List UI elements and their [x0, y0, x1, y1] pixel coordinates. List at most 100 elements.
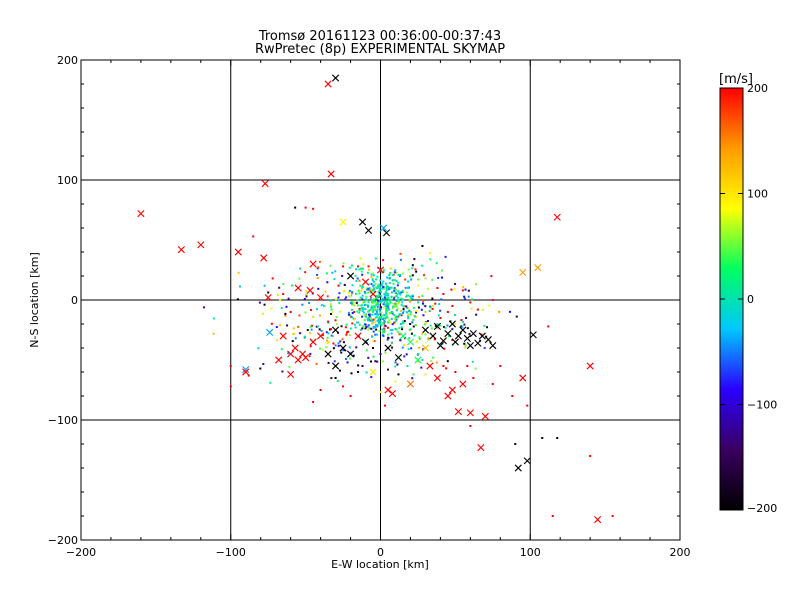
data-point-dot: [380, 301, 383, 304]
data-point-dot: [385, 289, 388, 292]
data-point-dot: [375, 328, 378, 331]
data-point-cross: [279, 332, 287, 340]
data-point-dot: [252, 235, 255, 238]
data-point-dot: [308, 355, 311, 358]
data-point-dot: [389, 267, 392, 270]
data-point-dot: [352, 317, 355, 320]
data-point-dot: [371, 278, 374, 281]
data-point-dot: [372, 280, 375, 283]
colorbar-tick-label: 200: [747, 82, 768, 95]
data-point-dot: [405, 353, 408, 356]
data-point-dot: [431, 356, 434, 359]
data-point-dot: [367, 288, 370, 291]
data-point-cross: [433, 322, 441, 330]
data-point-dot: [358, 311, 361, 314]
data-point-dot: [349, 395, 352, 397]
data-point-dot: [355, 301, 358, 304]
data-point-cross: [309, 338, 317, 346]
data-point-dot: [444, 255, 447, 258]
data-point-dot: [386, 338, 389, 341]
data-point-dot: [393, 278, 396, 281]
colorbar-gradient: [720, 88, 743, 510]
data-point-cross: [369, 290, 377, 298]
data-point-dot: [420, 308, 423, 311]
data-point-dot: [405, 305, 408, 308]
data-point-dot: [401, 328, 404, 331]
data-point-dot: [414, 268, 417, 271]
data-point-cross: [481, 412, 489, 420]
colorbar-tick-label: 100: [747, 188, 768, 201]
data-point-dot: [463, 297, 466, 300]
data-point-dot: [508, 310, 511, 313]
data-point-cross: [294, 284, 302, 292]
x-axis-label: E-W location [km]: [331, 558, 429, 571]
data-point-dot: [317, 266, 320, 269]
data-point-dot: [349, 294, 352, 297]
data-point-dot: [378, 309, 381, 312]
colorbar-tick-label: −100: [747, 399, 777, 412]
data-point-dot: [345, 323, 348, 326]
data-point-dot: [380, 284, 383, 287]
y-tick-label: −100: [48, 414, 78, 427]
data-point-cross: [388, 390, 397, 398]
data-point-dot: [376, 300, 379, 303]
data-point-dot: [337, 299, 340, 302]
data-point-dot: [461, 289, 464, 292]
data-point-cross: [361, 338, 370, 346]
data-point-dot: [325, 331, 328, 334]
data-point-cross: [523, 457, 531, 465]
data-point-dot: [373, 339, 376, 342]
data-point-cross: [331, 326, 340, 334]
data-point-dot: [345, 296, 348, 299]
data-point-dot: [393, 296, 396, 299]
data-point-dot: [422, 302, 425, 305]
data-point-dot: [463, 295, 466, 298]
data-point-dot: [421, 359, 424, 361]
data-point-dot: [394, 316, 397, 319]
data-point-dot: [398, 314, 401, 317]
data-point-dot: [371, 279, 374, 282]
data-point-cross: [394, 354, 403, 362]
data-point-dot: [332, 347, 335, 350]
data-point-dot: [400, 303, 403, 306]
data-point-dot: [349, 302, 352, 305]
data-point-dot: [451, 328, 454, 331]
data-point-dot: [368, 287, 371, 290]
data-point-dot: [347, 291, 350, 294]
data-point-dot: [357, 321, 360, 324]
data-point-dot: [366, 325, 369, 328]
data-point-dot: [389, 271, 392, 274]
data-point-dot: [374, 301, 377, 304]
data-point-dot: [391, 279, 394, 282]
data-point-dot: [372, 330, 375, 333]
data-point-dot: [284, 314, 287, 317]
data-point-dot: [397, 373, 400, 376]
data-point-dot: [391, 329, 394, 331]
data-point-dot: [384, 291, 387, 294]
data-point-dot: [514, 443, 517, 445]
data-point-dot: [471, 360, 474, 363]
data-point-dot: [298, 277, 301, 280]
data-point-dot: [361, 285, 364, 288]
data-point-dot: [400, 322, 403, 325]
data-point-dot: [375, 303, 378, 306]
data-point-dot: [369, 313, 372, 316]
data-point-dot: [438, 303, 441, 306]
data-point-dot: [391, 346, 394, 349]
data-point-dot: [380, 315, 383, 318]
data-point-dot: [309, 352, 312, 355]
data-point-dot: [330, 312, 333, 315]
data-point-dot: [305, 293, 308, 296]
data-point-dot: [372, 298, 375, 301]
data-point-dot: [446, 311, 449, 313]
data-point-dot: [390, 341, 393, 344]
data-point-dot: [386, 301, 389, 304]
data-point-dot: [396, 293, 399, 296]
data-point-dot: [378, 301, 381, 304]
data-point-dot: [341, 274, 344, 277]
data-point-dot: [358, 292, 361, 295]
data-point-dot: [327, 340, 330, 343]
data-point-dot: [370, 307, 373, 310]
data-point-dot: [362, 325, 365, 328]
data-point-dot: [491, 299, 494, 301]
